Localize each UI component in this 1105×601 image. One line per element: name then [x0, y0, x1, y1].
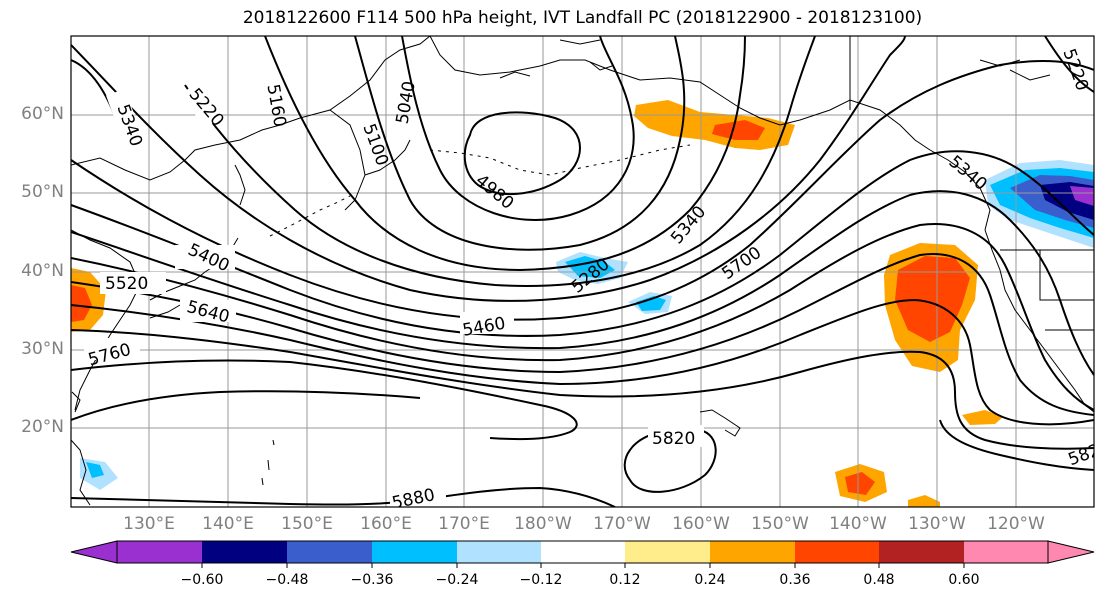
longitude-label: 120°W — [987, 514, 1045, 534]
latitude-label: 20°N — [21, 417, 64, 437]
ivt-positive-west-core — [71, 285, 92, 322]
colorbar-arrow-right — [1047, 540, 1095, 564]
colorbar-tick-label: 0.48 — [863, 572, 895, 588]
colorbar-tick-label: 0.36 — [779, 572, 811, 588]
contour-label: 5520 — [105, 274, 148, 294]
longitude-label: 130°E — [123, 514, 175, 534]
longitude-label: 150°W — [751, 514, 809, 534]
colorbar-arrow-left — [70, 540, 118, 564]
ivt-positive-central-core — [895, 256, 970, 342]
longitude-label: 160°E — [360, 514, 412, 534]
contour-label: 5820 — [652, 429, 695, 449]
colorbar-tick-label: −0.60 — [180, 572, 224, 588]
coastlines — [71, 36, 1094, 506]
latitude-label: 50°N — [21, 182, 64, 202]
longitude-label: 140°E — [202, 514, 254, 534]
ivt-positive-small-1 — [962, 410, 1003, 425]
latitude-label: 30°N — [21, 339, 64, 359]
ivt-negative-southwest-core — [86, 462, 104, 478]
colorbar-bin — [795, 541, 879, 563]
colorbar-outline — [116, 540, 1049, 564]
ivt-negative-northeast-5 — [1070, 186, 1094, 206]
colorbar-tick-label: 0.60 — [948, 572, 980, 588]
colorbar-tick-label: −0.12 — [519, 572, 563, 588]
latitude-label: 60°N — [21, 104, 64, 124]
colorbar-bin — [541, 541, 625, 563]
colorbar-tick-label: 0.12 — [609, 572, 641, 588]
longitude-label: 170°W — [593, 514, 651, 534]
longitude-label: 140°W — [829, 514, 887, 534]
colorbar-bin — [372, 541, 457, 563]
longitude-label: 160°W — [672, 514, 730, 534]
latitude-label: 40°N — [21, 261, 64, 281]
colorbar-tick-label: −0.36 — [350, 572, 394, 588]
colorbar-bin — [287, 541, 372, 563]
colorbar-bin — [964, 541, 1048, 563]
ivt-shading — [71, 100, 1094, 507]
longitude-label: 130°W — [908, 514, 966, 534]
longitude-label: 180°W — [514, 514, 572, 534]
longitude-label: 150°E — [281, 514, 333, 534]
ivt-negative-central-2-core — [636, 296, 666, 311]
colorbar-bin — [879, 541, 964, 563]
map-frame — [70, 35, 1095, 508]
colorbar-bin — [710, 541, 795, 563]
colorbar-bin — [117, 541, 202, 563]
colorbar-bin — [625, 541, 710, 563]
colorbar-tick-label: 0.24 — [694, 572, 726, 588]
ivt-positive-small-2-core — [845, 472, 875, 495]
colorbar-tick-label: −0.48 — [265, 572, 309, 588]
colorbar-bin — [457, 541, 541, 563]
longitude-label: 170°E — [438, 514, 490, 534]
height-contours — [71, 36, 1094, 507]
ivt-positive-gulf-alaska-core — [712, 120, 765, 140]
colorbar-bin — [202, 541, 287, 563]
ivt-positive-small-3 — [908, 495, 940, 507]
map-title: 2018122600 F114 500 hPa height, IVT Land… — [242, 8, 923, 28]
colorbar-tick-label: −0.24 — [435, 572, 479, 588]
colorbar — [70, 540, 1095, 568]
